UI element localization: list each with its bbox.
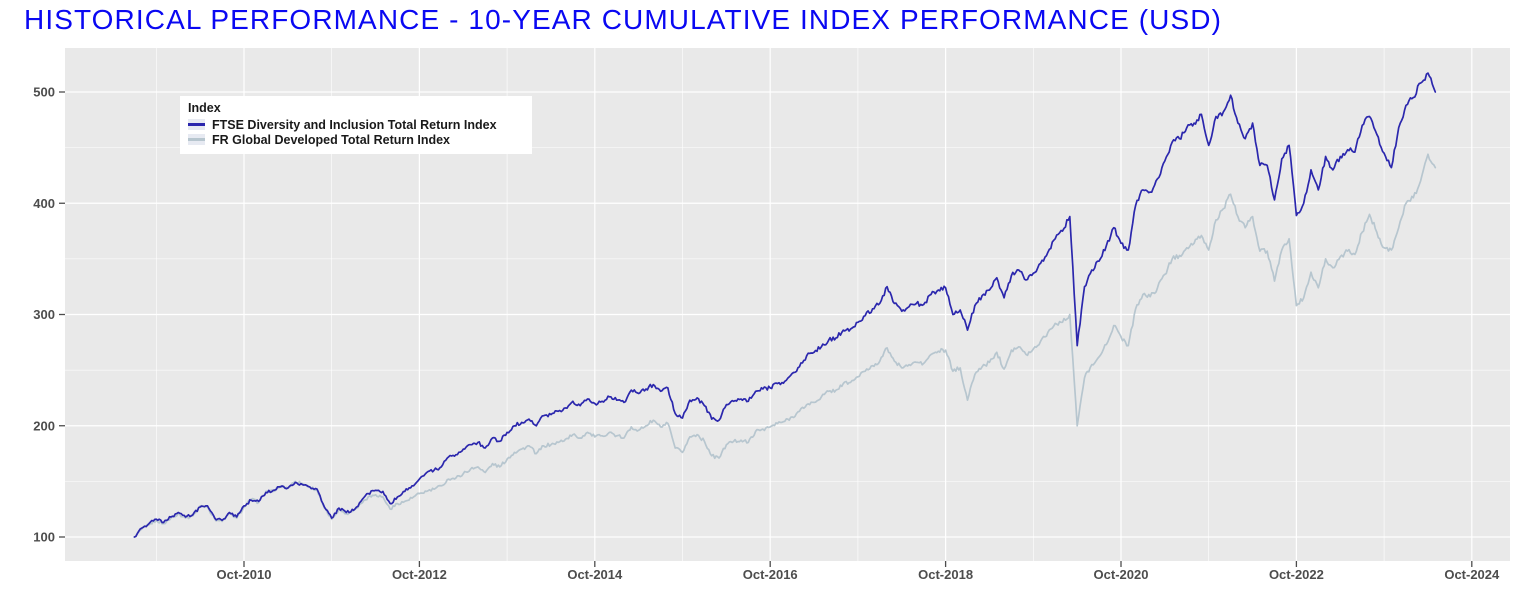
legend-key-line	[188, 138, 205, 141]
x-tick-label: Oct-2024	[1444, 567, 1500, 582]
legend: Index FTSE Diversity and Inclusion Total…	[180, 96, 532, 154]
legend-key-line	[188, 123, 205, 126]
x-tick-label: Oct-2016	[743, 567, 798, 582]
legend-entry: FTSE Diversity and Inclusion Total Retur…	[188, 117, 522, 132]
chart-title: HISTORICAL PERFORMANCE - 10-YEAR CUMULAT…	[24, 4, 1222, 35]
x-tick-label: Oct-2022	[1269, 567, 1324, 582]
x-tick-label: Oct-2010	[217, 567, 272, 582]
x-tick-label: Oct-2018	[918, 567, 973, 582]
x-tick-label: Oct-2012	[392, 567, 447, 582]
y-tick-label: 300	[33, 307, 55, 322]
legend-entry-label: FTSE Diversity and Inclusion Total Retur…	[212, 117, 497, 132]
series-line-ftse-diversity-inclusion	[133, 72, 1437, 538]
y-tick-label: 100	[33, 530, 55, 545]
x-tick-label: Oct-2014	[567, 567, 623, 582]
legend-key-swatch	[188, 119, 205, 130]
legend-key-swatch	[188, 134, 205, 145]
legend-title: Index	[188, 101, 221, 115]
y-tick-label: 200	[33, 418, 55, 433]
x-tick-label: Oct-2020	[1094, 567, 1149, 582]
y-tick-label: 400	[33, 196, 55, 211]
y-tick-label: 500	[33, 85, 55, 100]
legend-entry: FR Global Developed Total Return Index	[188, 132, 522, 147]
legend-rows: FTSE Diversity and Inclusion Total Retur…	[188, 117, 522, 147]
legend-entry-label: FR Global Developed Total Return Index	[212, 132, 450, 147]
